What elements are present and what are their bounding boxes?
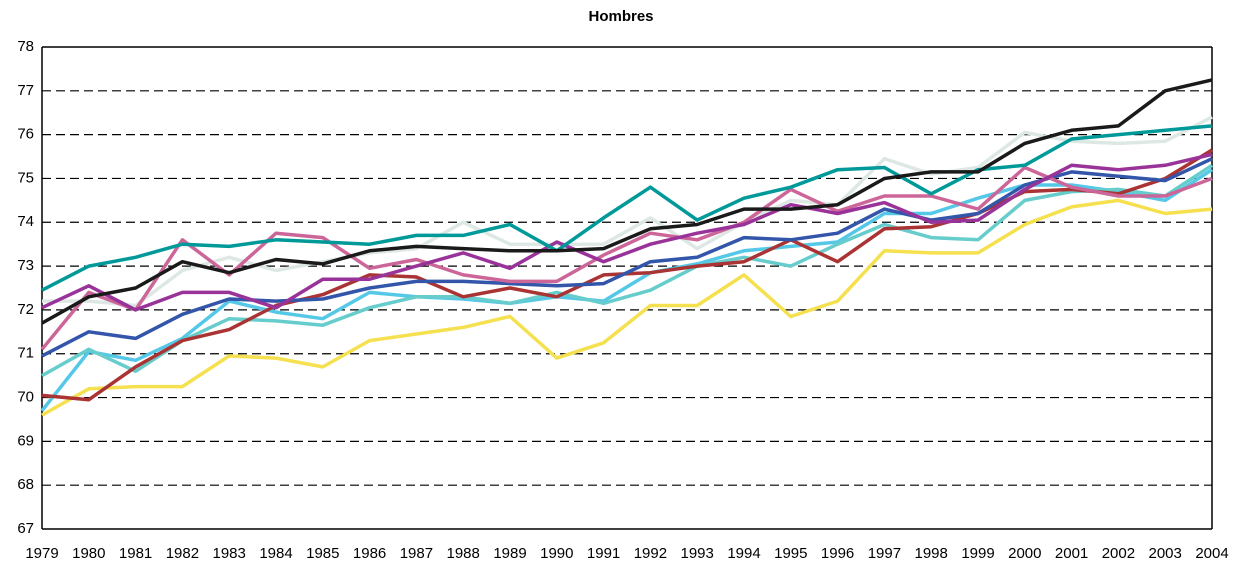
x-tick-label: 1988	[447, 545, 480, 562]
x-tick-label: 2001	[1055, 545, 1088, 562]
x-tick-label: 1987	[400, 545, 433, 562]
x-tick-label: 1984	[259, 545, 292, 562]
y-tick-label: 69	[17, 432, 34, 449]
x-tick-label: 1979	[25, 545, 58, 562]
x-tick-label: 1980	[72, 545, 105, 562]
x-tick-label: 1992	[634, 545, 667, 562]
series-line	[41, 78, 1213, 325]
x-tick-label: 2003	[1149, 545, 1182, 562]
x-tick-label: 1986	[353, 545, 386, 562]
y-tick-label: 76	[17, 126, 34, 143]
series-line	[40, 165, 1213, 351]
x-tick-label: 1990	[540, 545, 573, 562]
x-tick-label: 1998	[915, 545, 948, 562]
y-tick-label: 74	[17, 213, 34, 230]
x-tick-label: 1983	[213, 545, 246, 562]
series-line	[42, 115, 1213, 308]
y-tick-label: 71	[17, 345, 34, 362]
y-tick-label: 68	[17, 476, 34, 493]
x-tick-label: 1981	[119, 545, 152, 562]
series-line	[41, 152, 1213, 312]
x-tick-label: 2000	[1008, 545, 1041, 562]
x-tick-label: 1985	[306, 545, 339, 562]
x-tick-label: 1996	[821, 545, 854, 562]
x-tick-label: 2002	[1102, 545, 1135, 562]
y-tick-label: 72	[17, 301, 34, 318]
y-tick-label: 78	[17, 38, 34, 55]
x-tick-label: 1993	[681, 545, 714, 562]
series-line	[41, 157, 1213, 358]
x-tick-label: 1994	[727, 545, 760, 562]
chart-title: Hombres	[588, 8, 653, 25]
y-tick-label: 70	[17, 389, 34, 406]
y-tick-label: 75	[17, 169, 34, 186]
y-tick-label: 77	[17, 82, 34, 99]
y-tick-label: 73	[17, 257, 34, 274]
y-tick-label: 67	[17, 520, 34, 537]
x-tick-label: 1999	[961, 545, 994, 562]
x-tick-label: 1989	[493, 545, 526, 562]
x-tick-label: 1982	[166, 545, 199, 562]
x-tick-label: 1995	[774, 545, 807, 562]
series-line	[40, 168, 1213, 412]
x-tick-label: 1991	[587, 545, 620, 562]
series-line	[41, 198, 1213, 417]
series-line	[41, 163, 1213, 378]
series-line	[41, 124, 1213, 292]
x-tick-label: 1997	[868, 545, 901, 562]
x-tick-label: 2004	[1195, 545, 1228, 562]
